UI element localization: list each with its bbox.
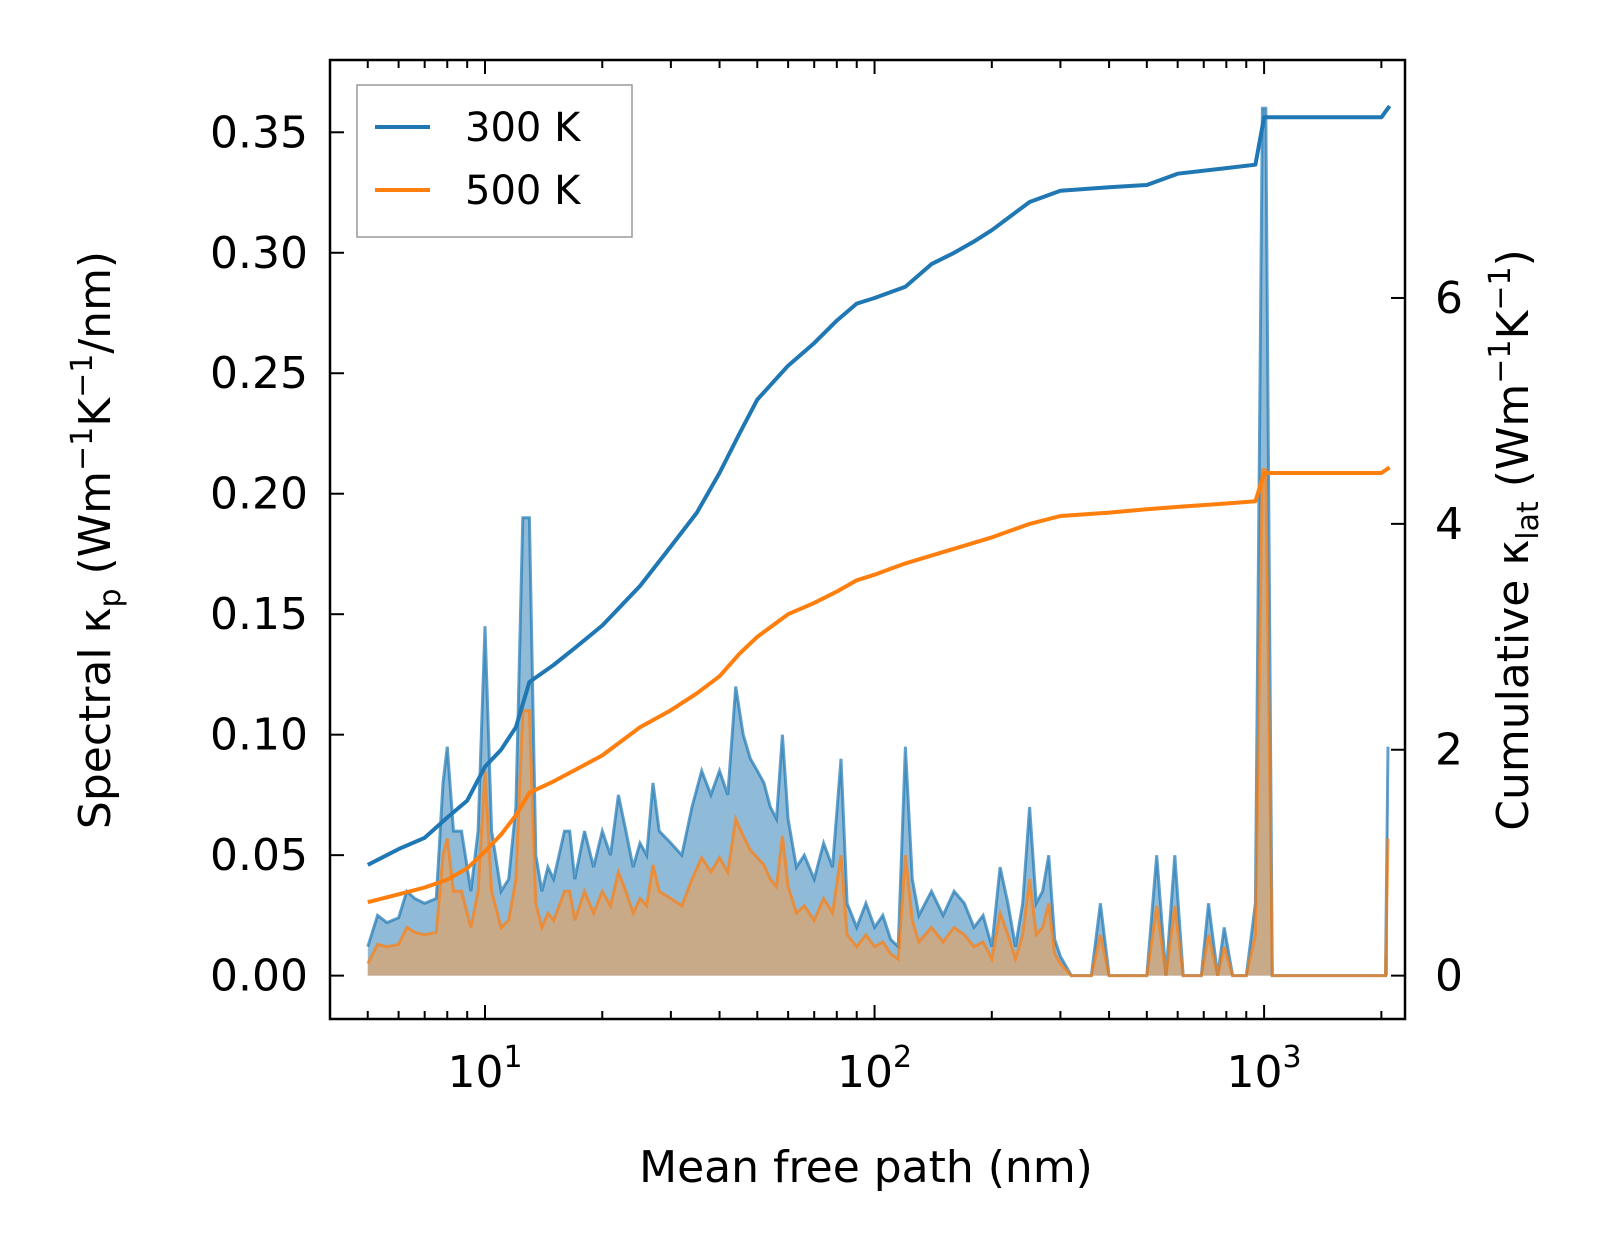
y-left-title-units: (Wm [70, 471, 121, 589]
legend-label-300k: 300 K [465, 105, 582, 151]
x-tick-label-exponent: 2 [893, 1040, 912, 1075]
y-right-title-units-mid: K [1488, 309, 1539, 339]
y-right-title-sup1: −1 [1483, 339, 1518, 383]
y-left-tick-label: 0.20 [210, 469, 308, 520]
y-right-tick-label: 4 [1435, 499, 1463, 550]
y-left-axis-ticks: 0.00 0.05 0.10 0.15 0.20 0.25 0.30 0.35 [210, 107, 344, 1002]
y-right-tick-label: 0 [1435, 951, 1463, 1002]
y-left-title-units-end: /nm) [70, 251, 121, 354]
y-right-tick-label: 2 [1435, 725, 1463, 776]
spectral-lines [366, 106, 1390, 978]
y-left-tick-label: 0.10 [210, 710, 308, 761]
y-left-tick-label: 0.25 [210, 348, 308, 399]
x-tick-label-base: 10 [1227, 1047, 1283, 1098]
y-left-title-subscript: p [93, 588, 128, 607]
y-left-tick-label: 0.05 [210, 830, 308, 881]
x-tick-label-base: 10 [837, 1047, 893, 1098]
y-left-tick-label: 0.30 [210, 228, 308, 279]
y-left-title-sup2: −1 [65, 354, 100, 398]
legend-box [356, 84, 633, 238]
spectral-line-500k [366, 468, 1390, 978]
cumulative-lines [366, 104, 1392, 905]
y-left-tick-label: 0.15 [210, 589, 308, 640]
y-right-title-main: Cumulative κ [1488, 540, 1539, 831]
x-axis-ticks: 101 102 103 [329, 60, 1383, 1098]
y-left-tick-label: 0.00 [210, 951, 308, 1002]
cumulative-line-300k [366, 104, 1392, 867]
y-right-title-units: (Wm [1488, 384, 1539, 502]
y-left-title-sup1: −1 [65, 427, 100, 471]
legend: 300 K 500 K [356, 84, 633, 238]
x-tick-label: 102 [837, 1040, 912, 1098]
x-tick-label-exponent: 3 [1283, 1040, 1302, 1075]
cumulative-line-500k [367, 465, 1391, 905]
x-tick-label-base: 10 [447, 1047, 503, 1098]
x-axis-title: Mean free path (nm) [639, 1142, 1093, 1193]
plot-frame [328, 58, 1407, 1021]
y-right-title-units-end: ) [1488, 249, 1539, 266]
y-left-title-main: Spectral κ [70, 608, 121, 830]
y-left-title-units-mid: K [70, 397, 121, 427]
y-left-axis-title: Spectral κp (Wm−1K−1/nm) [65, 251, 128, 829]
y-left-tick-label: 0.35 [210, 107, 308, 158]
legend-label-500k: 500 K [465, 168, 582, 214]
y-right-axis-title: Cumulative κlat (Wm−1K−1) [1483, 249, 1546, 831]
y-right-tick-label: 6 [1435, 273, 1463, 324]
x-tick-label: 101 [447, 1040, 522, 1098]
y-right-title-subscript: lat [1511, 501, 1546, 540]
y-right-axis-ticks: 0 2 4 6 [1391, 273, 1463, 1002]
x-tick-label: 103 [1227, 1040, 1302, 1098]
y-right-title-sup2: −1 [1483, 266, 1518, 310]
x-tick-label-exponent: 1 [503, 1040, 522, 1075]
